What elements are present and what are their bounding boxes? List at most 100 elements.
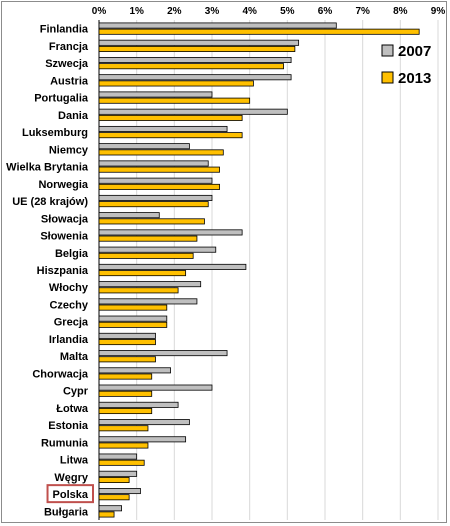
category-labels: Finlandia Francja Szwecja Austria Portugalia…: [6, 24, 94, 518]
bar-2007: [98, 401, 179, 408]
legend: 2007 2013: [381, 43, 431, 87]
bar-2013: [98, 132, 243, 139]
highlight-box: [46, 484, 94, 504]
category-label: Czechy: [49, 299, 88, 311]
bar-2013: [98, 166, 220, 173]
x-tick-label: 9%: [431, 6, 446, 17]
bar-2013: [98, 201, 209, 208]
bar-2007: [98, 281, 202, 288]
bar-2007: [98, 229, 243, 236]
category-label: Cypr: [63, 386, 89, 398]
x-tick-label: 2%: [167, 6, 182, 17]
bar-2013: [98, 80, 254, 87]
category-label: Słowenia: [40, 231, 89, 243]
bar-2007: [98, 384, 213, 391]
bar-2013: [98, 63, 284, 70]
bar-2007: [98, 350, 228, 357]
x-tick-label: 1%: [129, 6, 144, 17]
x-tick-label: 3%: [205, 6, 220, 17]
bar-2007: [98, 22, 337, 29]
category-label: Wielka Brytania: [6, 162, 89, 174]
bar-2013: [98, 235, 198, 242]
category-label: Grecja: [54, 317, 89, 329]
legend-label: 2013: [398, 70, 431, 87]
bar-2007: [98, 470, 138, 477]
category-label: Polska: [53, 489, 89, 501]
bar-2007: [98, 39, 300, 46]
bar-2007: [98, 125, 228, 132]
bar-2013: [98, 356, 156, 363]
category-label: Łotwa: [56, 403, 89, 415]
bar-2007: [98, 419, 190, 426]
bar-2013: [98, 183, 220, 190]
bar-2013: [98, 373, 153, 380]
bar-2013: [98, 511, 115, 518]
category-label: Norwegia: [38, 179, 88, 191]
category-label: Szwecja: [45, 58, 89, 70]
bar-2007: [98, 246, 217, 253]
bar-2007: [98, 453, 138, 460]
bar-2007: [98, 332, 156, 339]
x-axis-tick-labels: 0% 1% 2% 3% 4% 5% 6% 7% 8% 9%: [92, 6, 446, 17]
bar-2013: [98, 45, 296, 52]
x-tick-label: 5%: [280, 6, 295, 17]
bar-2013: [98, 304, 168, 311]
bar-2007: [98, 212, 160, 219]
bar-2013: [98, 287, 179, 294]
bars: [98, 22, 420, 518]
bar-2007: [98, 488, 141, 495]
bar-2013: [98, 442, 149, 449]
category-label: Belgia: [55, 248, 89, 260]
bar-2013: [98, 218, 205, 225]
category-label: Hiszpania: [37, 265, 89, 277]
bar-2007: [98, 298, 198, 305]
legend-label: 2007: [398, 43, 431, 60]
category-label: Włochy: [49, 282, 89, 294]
category-label: Bułgaria: [44, 506, 89, 518]
x-tick-label: 4%: [242, 6, 257, 17]
legend-swatch: [381, 44, 394, 57]
category-label: Irlandia: [49, 334, 89, 346]
bar-2007: [98, 177, 213, 184]
bar-2007: [98, 91, 213, 98]
bar-2013: [98, 494, 130, 501]
bar-2007: [98, 436, 187, 443]
category-label: Portugalia: [34, 93, 89, 105]
bar-2013: [98, 114, 243, 121]
bar-2007: [98, 108, 288, 115]
legend-swatch: [381, 71, 394, 84]
bar-2013: [98, 270, 187, 277]
category-label: Finlandia: [40, 24, 89, 36]
bar-2013: [98, 476, 130, 483]
bar-2007: [98, 74, 292, 81]
bar-2013: [98, 321, 168, 328]
category-label: Luksemburg: [22, 127, 88, 139]
category-label: Rumunia: [41, 437, 89, 449]
bar-2007: [98, 263, 247, 270]
category-label: Słowacja: [41, 213, 89, 225]
bar-2007: [98, 160, 209, 167]
category-label: Estonia: [48, 420, 89, 432]
category-label: Chorwacja: [32, 368, 89, 380]
bar-2013: [98, 339, 156, 346]
category-label: Litwa: [60, 455, 89, 467]
category-label: Dania: [58, 110, 89, 122]
category-label: Niemcy: [49, 144, 89, 156]
category-label: UE (28 krajów): [12, 196, 88, 208]
category-label: Malta: [60, 351, 89, 363]
bar-2013: [98, 28, 420, 35]
bar-2007: [98, 505, 123, 512]
bar-2013: [98, 252, 194, 259]
category-label: Austria: [50, 75, 89, 87]
bar-2013: [98, 425, 149, 432]
bar-2013: [98, 390, 153, 397]
bar-2013: [98, 97, 251, 104]
category-label: Węgry: [54, 472, 89, 484]
x-tick-label: 6%: [318, 6, 333, 17]
bar-2007: [98, 315, 168, 322]
category-label: Francja: [49, 41, 89, 53]
bar-2007: [98, 194, 213, 201]
x-tick-label: 7%: [355, 6, 370, 17]
